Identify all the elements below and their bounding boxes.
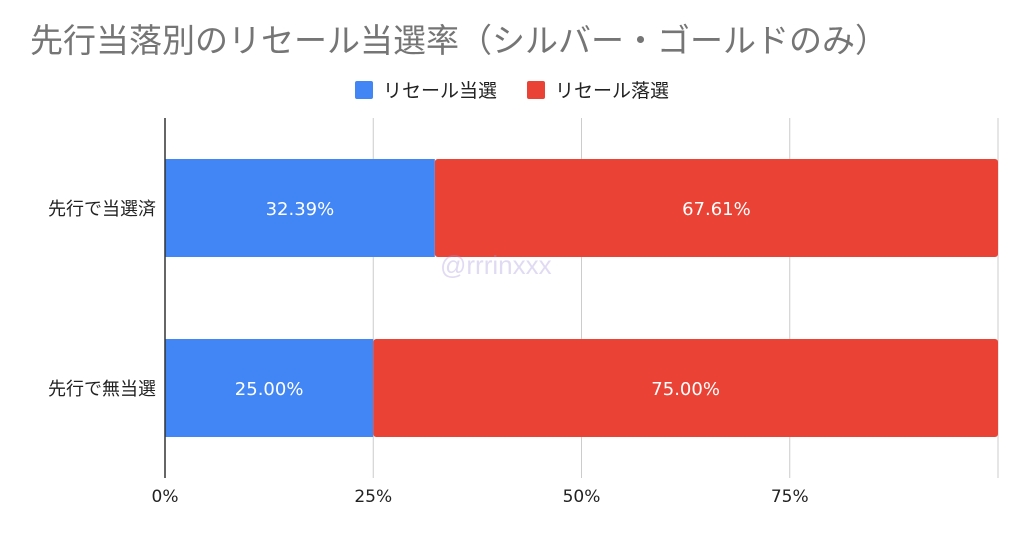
x-tick-label-3: 75% bbox=[771, 487, 809, 507]
bar-1-1 bbox=[373, 339, 998, 437]
legend: リセール当選 リセール落選 bbox=[0, 76, 1024, 103]
bar-0-1 bbox=[434, 159, 998, 257]
x-tick-label-2: 50% bbox=[563, 487, 601, 507]
category-label-1: 先行で無当選 bbox=[48, 379, 156, 400]
legend-label-lose: リセール落選 bbox=[555, 80, 670, 102]
data-label-1-0: 25.00% bbox=[235, 379, 304, 400]
legend-label-win: リセール当選 bbox=[382, 80, 497, 102]
chart-title: 先行当落別のリセール当選率（シルバー・ゴールドのみ） bbox=[30, 21, 888, 60]
bar-0-0 bbox=[165, 159, 435, 257]
data-label-0-1: 67.61% bbox=[682, 199, 751, 220]
legend-item-lose: リセール落選 bbox=[527, 76, 669, 103]
x-tick-label-0: 0% bbox=[152, 487, 179, 507]
bar-1-0 bbox=[165, 339, 374, 437]
legend-item-win: リセール当選 bbox=[354, 76, 497, 103]
legend-swatch-lose bbox=[527, 80, 545, 99]
x-tick-label-1: 25% bbox=[354, 487, 392, 507]
category-label-0: 先行で当選済 bbox=[48, 199, 156, 220]
data-label-1-1: 75.00% bbox=[651, 379, 720, 400]
data-label-0-0: 32.39% bbox=[266, 199, 335, 220]
legend-swatch-win bbox=[354, 80, 373, 99]
watermark: @rrrinxxx bbox=[440, 250, 552, 280]
